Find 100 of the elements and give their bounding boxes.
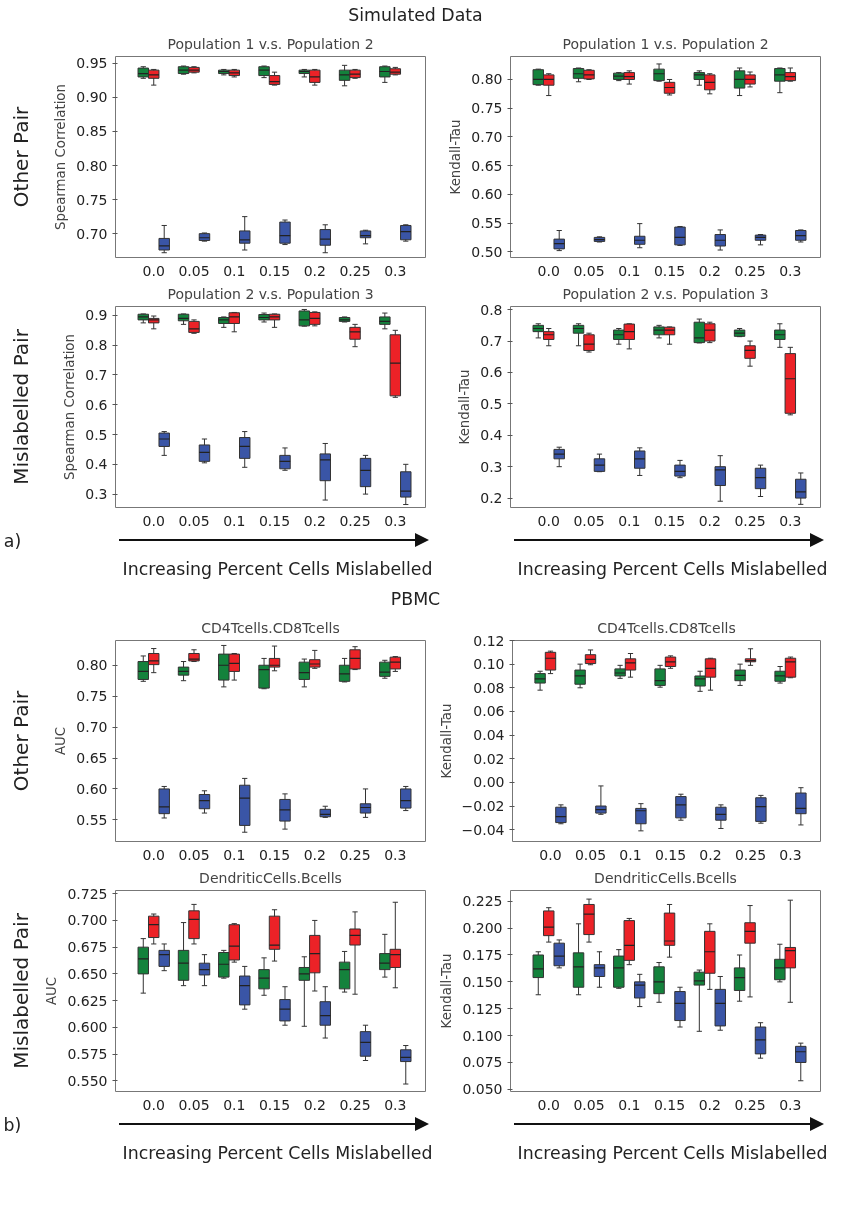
y-tick-label: 0.65 xyxy=(76,750,108,767)
x-tick-label: 0.05 xyxy=(573,512,605,529)
y-tick-label: 0.80 xyxy=(76,157,108,174)
y-tick-label: 0.02 xyxy=(473,750,505,767)
chart-title: DendriticCells.Bcells xyxy=(199,869,342,886)
x-tick-label: 0.15 xyxy=(258,512,291,529)
y-tick-label: 0.575 xyxy=(67,1046,108,1063)
y-tick-label: 0.100 xyxy=(462,1027,503,1044)
y-axis-title: Kendall-Tau xyxy=(457,369,473,445)
text: b) xyxy=(3,1114,22,1135)
text: a) xyxy=(3,530,22,551)
text: Increasing Percent Cells Mislabelled xyxy=(517,558,828,579)
y-tick-label: 0.8 xyxy=(480,301,503,318)
text: Other Pair xyxy=(8,690,33,792)
y-tick-label: 0.5 xyxy=(480,395,503,412)
y-tick-label: 0.85 xyxy=(76,123,108,140)
x-tick-label: 0.05 xyxy=(573,262,605,279)
y-tick-label: 0.125 xyxy=(462,1000,503,1017)
y-tick-label: 0.675 xyxy=(67,939,108,956)
x-tick-label: 0.2 xyxy=(698,1096,721,1113)
y-axis-title: Spearman Correlation xyxy=(53,84,69,230)
y-tick-label: 0.08 xyxy=(473,679,505,696)
y-tick-label: 0.70 xyxy=(76,225,108,242)
x-tick-label: 0.3 xyxy=(384,1096,407,1113)
y-tick-label: 0.95 xyxy=(76,55,108,72)
y-tick-label: 0.6 xyxy=(480,364,503,381)
y-tick-label: 0.75 xyxy=(76,191,108,208)
x-tick-label: 0.15 xyxy=(258,846,291,863)
y-tick-label: 0.550 xyxy=(67,1072,108,1089)
y-tick-label: 0.7 xyxy=(85,366,108,383)
y-tick-label: 0.8 xyxy=(85,337,108,354)
y-tick-label: 0.725 xyxy=(67,885,108,902)
x-tick-label: 0.3 xyxy=(779,846,802,863)
y-tick-label: 0.7 xyxy=(480,333,503,350)
y-tick-label: 0.4 xyxy=(85,456,108,473)
x-tick-label: 0.25 xyxy=(734,846,767,863)
y-tick-label: 0.600 xyxy=(67,1019,108,1036)
x-tick-label: 0.3 xyxy=(779,1096,802,1113)
x-tick-label: 0.3 xyxy=(384,262,407,279)
y-axis-title: Kendall-Tau xyxy=(438,703,454,779)
x-tick-label: 0.05 xyxy=(573,1096,605,1113)
text: Increasing Percent Cells Mislabelled xyxy=(122,1142,433,1163)
x-tick-label: 0.25 xyxy=(734,262,766,279)
x-tick-label: 0.0 xyxy=(537,512,560,529)
y-tick-label: 0.150 xyxy=(462,973,503,990)
x-tick-label: 0.15 xyxy=(258,1096,291,1113)
chart-title: Population 2 v.s. Population 3 xyxy=(167,285,374,302)
x-tick-label: 0.25 xyxy=(339,846,371,863)
x-tick-label: 0.15 xyxy=(654,846,687,863)
y-tick-label: 0.650 xyxy=(67,965,108,982)
x-tick-label: 0.3 xyxy=(384,846,407,863)
x-tick-label: 0.2 xyxy=(699,846,722,863)
x-tick-label: 0.1 xyxy=(223,1096,246,1113)
y-tick-label: −0.04 xyxy=(461,821,505,838)
y-tick-label: 0.55 xyxy=(471,215,503,232)
y-tick-label: 0.80 xyxy=(76,657,108,674)
x-tick-label: 0.1 xyxy=(618,512,641,529)
x-tick-label: 0.15 xyxy=(653,1096,686,1113)
y-tick-label: 0.2 xyxy=(480,490,503,507)
y-tick-label: 0.75 xyxy=(471,100,503,117)
x-tick-label: 0.1 xyxy=(619,846,642,863)
x-tick-label: 0.15 xyxy=(653,512,686,529)
y-tick-label: 0.60 xyxy=(471,186,503,203)
y-tick-label: 0.75 xyxy=(76,688,108,705)
x-tick-label: 0.1 xyxy=(223,846,246,863)
x-tick-label: 0.2 xyxy=(303,1096,326,1113)
chart-title: Population 1 v.s. Population 2 xyxy=(562,35,769,52)
y-tick-label: 0.225 xyxy=(462,893,503,910)
x-tick-label: 0.0 xyxy=(537,1096,560,1113)
y-axis-title: Spearman Correlation xyxy=(62,334,78,480)
x-tick-label: 0.1 xyxy=(223,262,246,279)
chart-title: Population 1 v.s. Population 2 xyxy=(167,35,374,52)
x-tick-label: 0.2 xyxy=(303,262,326,279)
y-tick-label: 0.200 xyxy=(462,920,503,937)
text: Simulated Data xyxy=(348,4,483,25)
chart-title: DendriticCells.Bcells xyxy=(594,869,737,886)
y-tick-label: 0.9 xyxy=(85,307,108,324)
y-tick-label: −0.02 xyxy=(461,798,505,815)
y-axis-title: Kendall-Tau xyxy=(448,119,464,195)
x-tick-label: 0.05 xyxy=(178,262,210,279)
y-tick-label: 0.04 xyxy=(473,727,505,744)
y-tick-label: 0.70 xyxy=(76,719,108,736)
y-tick-label: 0.60 xyxy=(76,780,108,797)
y-tick-label: 0.4 xyxy=(480,427,503,444)
y-tick-label: 0.3 xyxy=(85,486,108,503)
y-tick-label: 0.65 xyxy=(471,157,503,174)
x-tick-label: 0.15 xyxy=(258,262,291,279)
x-tick-label: 0.2 xyxy=(698,512,721,529)
y-tick-label: 0.6 xyxy=(85,396,108,413)
y-tick-label: 0.55 xyxy=(76,811,108,828)
y-tick-label: 0.075 xyxy=(462,1054,503,1071)
y-tick-label: 0.700 xyxy=(67,912,108,929)
y-tick-label: 0.80 xyxy=(471,71,503,88)
y-tick-label: 0.3 xyxy=(480,458,503,475)
x-tick-label: 0.3 xyxy=(384,512,407,529)
x-tick-label: 0.0 xyxy=(539,846,562,863)
text: Mislabelled Pair xyxy=(8,912,33,1069)
x-tick-label: 0.05 xyxy=(178,1096,210,1113)
x-tick-label: 0.0 xyxy=(142,262,165,279)
y-tick-label: 0.10 xyxy=(473,656,505,673)
